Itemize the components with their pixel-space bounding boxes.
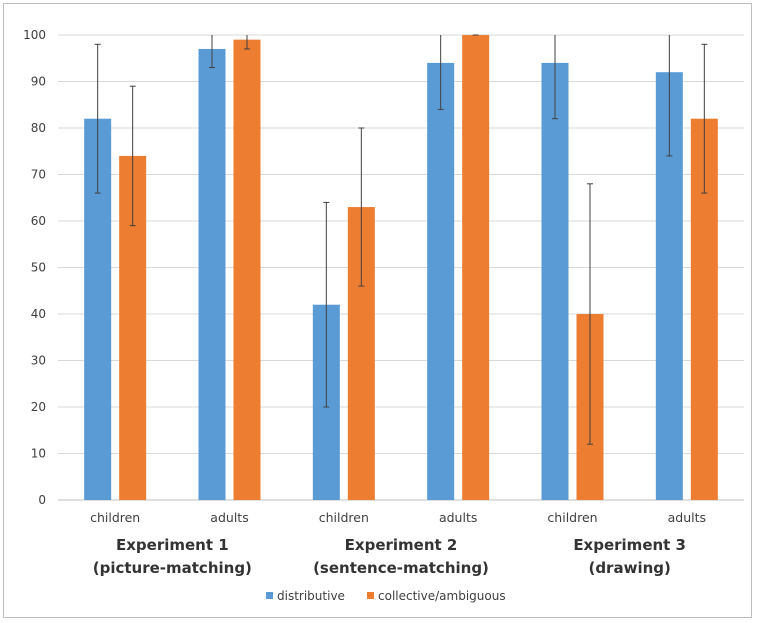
y-tick-label: 100 [23, 28, 46, 42]
y-tick-label: 50 [31, 261, 46, 275]
legend-label-0: distributive [277, 589, 345, 603]
y-tick-label: 60 [31, 214, 46, 228]
x-tick-label-adults: adults [439, 510, 477, 525]
bar-distributive-adults [427, 62, 455, 501]
x-tick-label-children: children [547, 510, 597, 525]
y-tick-label: 30 [31, 354, 46, 368]
group-label-line1: Experiment 2 [345, 536, 458, 554]
x-tick-label-adults: adults [210, 510, 248, 525]
group-label-line2: (drawing) [588, 559, 670, 577]
y-tick-label: 80 [31, 121, 46, 135]
group-label-line2: (picture-matching) [93, 559, 252, 577]
group-label-line2: (sentence-matching) [313, 559, 489, 577]
legend-label-1: collective/ambiguous [378, 589, 506, 603]
x-tick-label-adults: adults [668, 510, 706, 525]
y-tick-label: 0 [38, 493, 46, 507]
group-label-line1: Experiment 3 [573, 536, 686, 554]
x-tick-label-children: children [90, 510, 140, 525]
group-label-line1: Experiment 1 [116, 536, 229, 554]
bar-collective-ambiguous-adults [462, 35, 490, 500]
bar-chart: 0 10 20 30 40 50 60 70 80 90 100 children adults chil… [23, 28, 744, 603]
bar-collective-ambiguous-adults [233, 39, 261, 501]
bar-distributive-children [541, 62, 569, 501]
y-tick-label: 10 [31, 447, 46, 461]
y-tick-label: 70 [31, 168, 46, 182]
y-tick-label: 90 [31, 75, 46, 89]
y-tick-label: 20 [31, 400, 46, 414]
legend-swatch-0 [266, 592, 273, 599]
y-tick-label: 40 [31, 307, 46, 321]
legend-swatch-1 [367, 592, 374, 599]
bar-distributive-adults [198, 48, 226, 500]
chart-frame: 0 10 20 30 40 50 60 70 80 90 100 children adults chil… [3, 3, 752, 618]
x-tick-label-children: children [319, 510, 369, 525]
